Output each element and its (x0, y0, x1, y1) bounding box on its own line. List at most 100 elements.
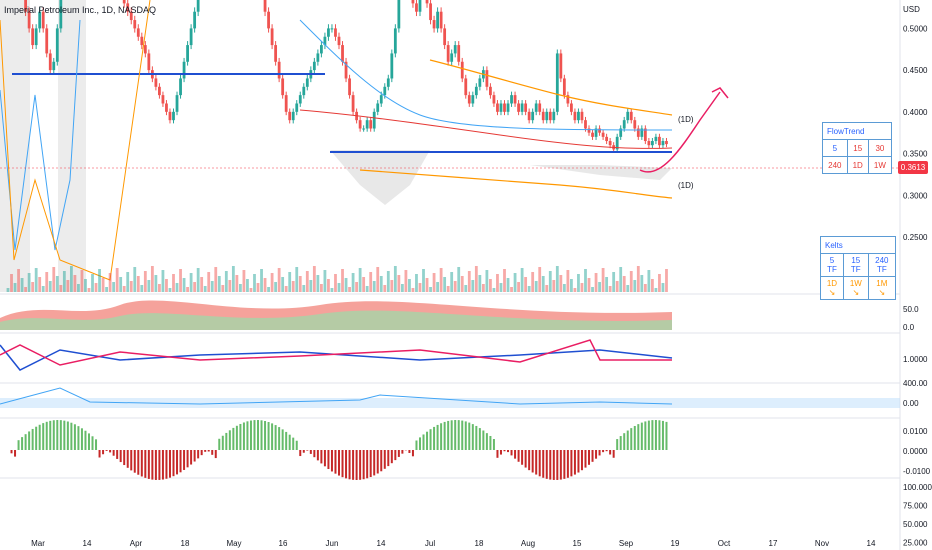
volume-bar (404, 270, 408, 292)
candle-body (467, 95, 471, 104)
volume-bar (355, 282, 359, 292)
shaded-zone (530, 165, 672, 180)
volume-bar (323, 270, 327, 292)
volume-bar (478, 275, 482, 292)
volume-bar (538, 267, 542, 292)
volume-bar (348, 287, 351, 292)
volume-bar (612, 272, 616, 292)
volume-bar (165, 279, 168, 292)
macd-bar (70, 422, 73, 450)
candle-body (126, 3, 130, 12)
macd-bar (345, 450, 348, 479)
macd-bar (28, 431, 31, 450)
osc-area (0, 310, 672, 330)
volume-bar (534, 281, 538, 292)
candle-body (383, 86, 387, 96)
price-tick-label: 0.2500 (903, 233, 928, 242)
candle-body (129, 11, 133, 21)
candle-body (161, 95, 165, 104)
macd-tick-label: 0.0000 (903, 447, 928, 456)
candle-body (629, 111, 633, 121)
volume-bar (200, 277, 204, 292)
macd-bar (429, 429, 432, 450)
candle-body (587, 128, 591, 133)
candle-body (270, 28, 274, 46)
candle-body (436, 11, 439, 29)
volume-bar (492, 288, 496, 292)
candle-body (59, 0, 63, 29)
candle-body (369, 120, 373, 129)
macd-bar (87, 433, 90, 450)
candle-body (545, 111, 549, 121)
macd-bar (42, 423, 45, 450)
candle-body (362, 128, 366, 130)
candle-body (390, 53, 394, 79)
volume-bar (80, 270, 84, 292)
volume-bar (527, 286, 531, 292)
macd-bar (443, 421, 446, 450)
volume-bar (506, 278, 510, 292)
macd-bar (637, 424, 640, 450)
rsi-tick-label: 1.0000 (903, 355, 928, 364)
candle-body (584, 120, 587, 129)
candle-body (640, 128, 644, 137)
macd-bar (49, 420, 52, 450)
volume-bar (450, 272, 454, 292)
volume-bar (129, 281, 133, 292)
volume-bar (291, 281, 295, 292)
candle-body (38, 11, 42, 29)
candle-body (570, 103, 573, 112)
candle-body (531, 111, 535, 121)
shaded-zone (330, 150, 430, 205)
candle-body (344, 61, 348, 79)
volume-bar (577, 274, 580, 292)
macd-bar (193, 450, 196, 462)
volume-bar (524, 277, 528, 292)
volume-bar (386, 271, 390, 292)
macd-bar (602, 450, 605, 453)
macd-bar (45, 421, 48, 450)
volume-bar (112, 282, 116, 292)
volume-bar (52, 267, 56, 292)
volume-bar (485, 270, 489, 292)
candle-body (425, 0, 429, 4)
volume-bar (654, 288, 658, 292)
macd-bar (401, 450, 404, 454)
volume-bar (221, 285, 225, 292)
macd-bar (109, 450, 112, 453)
macd-bar (584, 450, 587, 468)
macd-bar (612, 450, 615, 458)
volume-bar (6, 288, 10, 292)
chart-title: Imperial Petroleum Inc., 1D, NASDAQ (4, 5, 157, 15)
macd-bar (369, 450, 372, 478)
candle-body (605, 136, 609, 142)
macd-bar (595, 450, 598, 459)
volume-bar (665, 269, 668, 292)
macd-bar (496, 450, 499, 458)
macd-tick-label: -0.0100 (903, 467, 931, 476)
macd-bar (73, 424, 76, 450)
volume-bar (601, 268, 605, 292)
candle-body (665, 141, 668, 145)
x-tick-label: 14 (83, 539, 92, 548)
volume-bar (62, 271, 66, 292)
macd-bar (422, 434, 425, 450)
candle-body (365, 120, 369, 129)
macd-bar (651, 420, 654, 450)
volume-bar (182, 278, 186, 292)
volume-bar (415, 274, 418, 292)
candle-body (601, 132, 605, 137)
bottom-tick-label: 25.000 (903, 539, 928, 548)
volume-bar (312, 266, 316, 292)
volume-bar (119, 277, 123, 292)
volume-bar (327, 279, 330, 292)
volume-bar (59, 285, 63, 292)
macd-bar (468, 422, 471, 450)
candle-body (291, 111, 295, 121)
candle-body (411, 0, 415, 4)
candle-body (626, 111, 630, 121)
macd-bar (91, 436, 94, 450)
volume-bar (186, 287, 189, 292)
volume-bar (20, 278, 24, 292)
